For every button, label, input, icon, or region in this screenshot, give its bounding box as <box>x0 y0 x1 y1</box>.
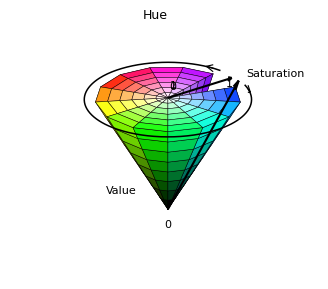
Text: Hue: Hue <box>143 9 168 22</box>
